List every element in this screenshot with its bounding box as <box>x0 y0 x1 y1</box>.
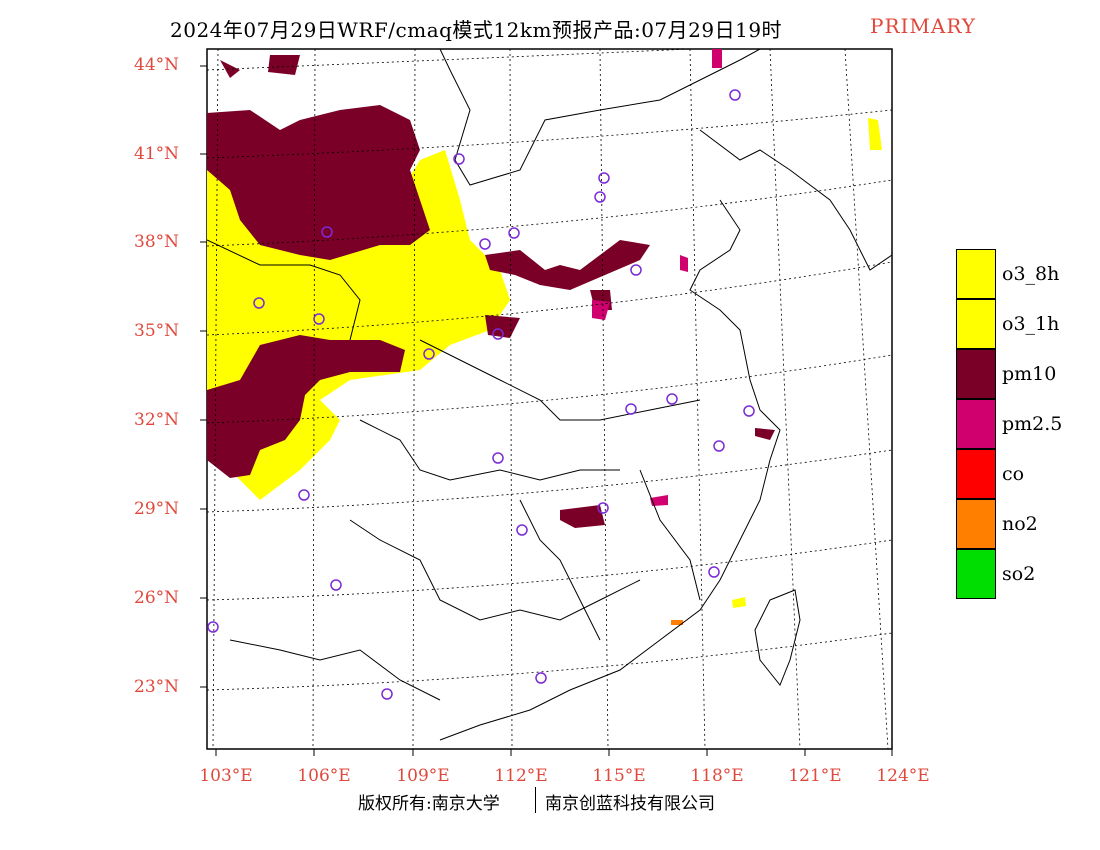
lon-label-115e: 115°E <box>592 766 646 786</box>
lat-label-26n: 26°N <box>134 588 180 608</box>
legend-item-so2: so2 <box>956 549 1096 599</box>
copyright-company: 南京创蓝科技有限公司 <box>545 794 715 814</box>
legend-label: pm2.5 <box>1002 413 1063 435</box>
pm10-region <box>207 55 775 528</box>
legend-item-o3-1h: o3_1h <box>956 299 1096 349</box>
legend-label: o3_1h <box>1002 313 1060 335</box>
legend-swatch <box>956 399 996 449</box>
lat-label-38n: 38°N <box>134 232 180 252</box>
title-primary-tag: PRIMARY <box>870 14 976 38</box>
lat-label-35n: 35°N <box>134 321 180 341</box>
legend-swatch <box>956 349 996 399</box>
legend-label: co <box>1002 463 1025 485</box>
copyright-owner: 版权所有:南京大学 <box>358 794 500 814</box>
legend-swatch <box>956 449 996 499</box>
lat-label-44n: 44°N <box>134 55 180 75</box>
lon-label-124e: 124°E <box>876 766 930 786</box>
legend-label: pm10 <box>1002 363 1057 385</box>
legend-item-no2: no2 <box>956 499 1096 549</box>
legend-swatch <box>956 499 996 549</box>
lon-label-112e: 112°E <box>494 766 548 786</box>
legend-item-pm10: pm10 <box>956 349 1096 399</box>
legend-item-co: co <box>956 449 1096 499</box>
title-main: 2024年07月29日WRF/cmaq模式12km预报产品:07月29日19时 <box>170 18 783 42</box>
lon-label-103e: 103°E <box>199 766 253 786</box>
lon-label-121e: 121°E <box>788 766 842 786</box>
lon-label-109e: 109°E <box>396 766 450 786</box>
legend-swatch <box>956 299 996 349</box>
lat-label-29n: 29°N <box>134 499 180 519</box>
legend-label: o3_8h <box>1002 263 1060 285</box>
lat-label-41n: 41°N <box>134 144 180 164</box>
lat-label-32n: 32°N <box>134 410 180 430</box>
legend-label: so2 <box>1002 563 1036 585</box>
lon-label-118e: 118°E <box>690 766 744 786</box>
copyright-separator <box>535 787 536 813</box>
legend-label: no2 <box>1002 513 1038 535</box>
lat-label-23n: 23°N <box>134 677 180 697</box>
lon-label-106e: 106°E <box>297 766 351 786</box>
legend-swatch <box>956 249 996 299</box>
legend-item-pm25: pm2.5 <box>956 399 1096 449</box>
station-markers <box>207 89 755 700</box>
legend-item-o3-8h: o3_8h <box>956 249 1096 299</box>
legend-swatch <box>956 549 996 599</box>
legend: o3_8h o3_1h pm10 pm2.5 co no2 so2 <box>956 249 1096 599</box>
